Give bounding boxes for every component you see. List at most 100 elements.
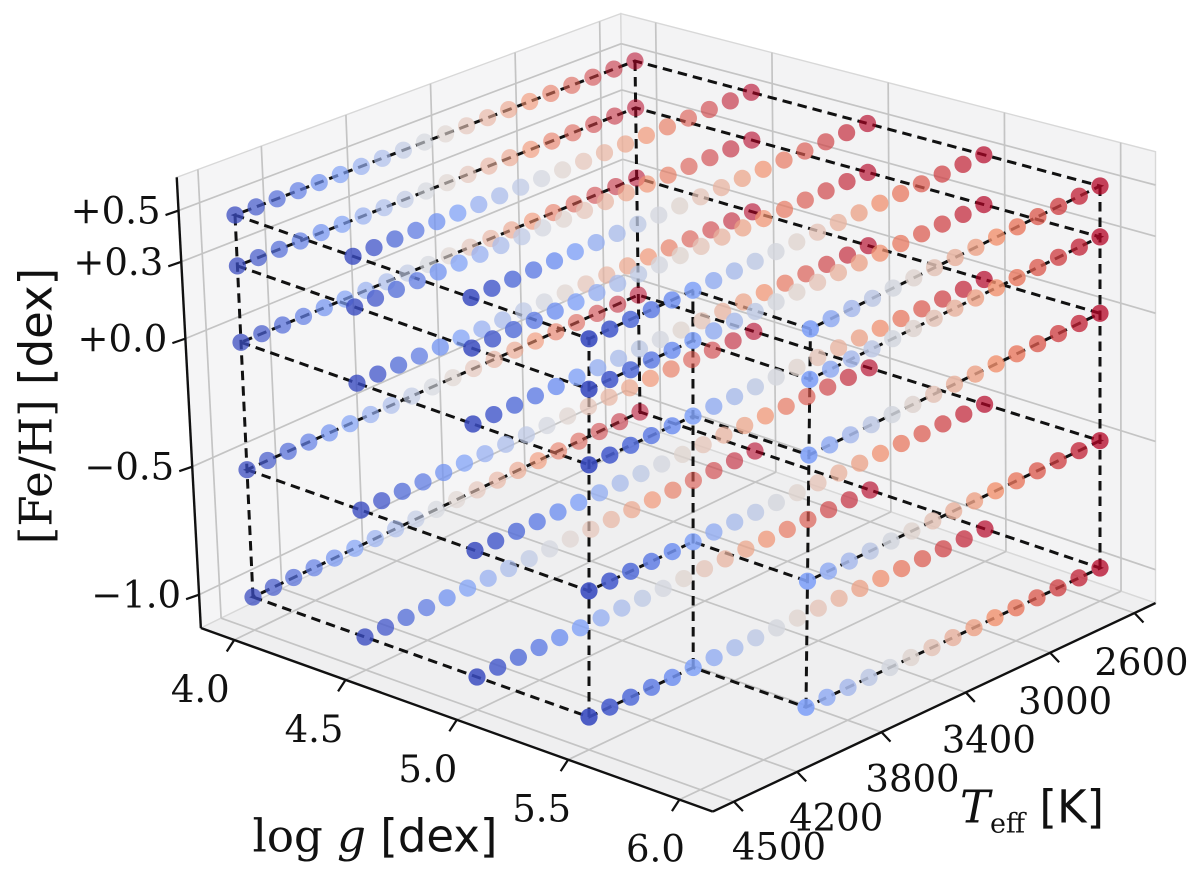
scatter-point: [590, 484, 609, 502]
z-axis-label: [Fe/H] [dex]: [10, 268, 63, 544]
scatter-point: [356, 628, 374, 646]
scatter-point: [605, 60, 623, 78]
scatter-point: [716, 550, 734, 568]
scatter-point: [863, 340, 881, 358]
scatter-point: [582, 520, 600, 538]
scatter-point: [253, 325, 271, 343]
y-tick-label: 2600: [1094, 641, 1188, 684]
scatter-point: [526, 387, 545, 405]
scatter-point: [408, 272, 426, 290]
scatter-point: [840, 491, 858, 509]
scatter-point: [609, 274, 627, 292]
scatter-point: [497, 435, 515, 453]
scatter-point: [734, 293, 753, 311]
scatter-point: [850, 329, 869, 347]
scatter-point: [611, 413, 629, 431]
scatter-point: [1091, 304, 1109, 322]
scatter-point: [500, 559, 518, 578]
scatter-point: [601, 572, 619, 590]
scatter-point: [428, 213, 446, 231]
scatter-point: [373, 149, 391, 167]
scatter-point: [882, 532, 900, 550]
scatter-point: [746, 442, 764, 460]
scatter-point: [684, 533, 702, 551]
y-axis-tick: [1049, 651, 1060, 663]
y-axis-tick: [796, 771, 807, 783]
z-axis-tick: [172, 337, 186, 345]
scatter-point: [504, 270, 522, 288]
scatter-point: [344, 247, 362, 265]
scatter-point: [745, 322, 763, 340]
gridline-logg-rightwall: [654, 22, 662, 433]
scatter-point: [438, 589, 456, 607]
scatter-point: [747, 629, 765, 647]
scatter-point: [746, 252, 764, 270]
scatter-point: [905, 269, 923, 287]
scatter-point: [622, 688, 640, 706]
scatter-point: [767, 368, 785, 386]
scatter-point: [755, 284, 773, 302]
y-axis-label: Teff [K]: [960, 781, 1104, 840]
scatter-point: [325, 549, 344, 567]
scatter-point: [818, 688, 836, 706]
scatter-point: [859, 163, 877, 181]
scatter-point: [800, 446, 818, 464]
scatter-point: [387, 520, 405, 538]
grid-outline-vertical-edge: [233, 214, 255, 598]
scatter-point: [382, 396, 400, 414]
y-axis-label-unit: [K]: [1025, 780, 1105, 834]
scatter-point: [601, 320, 619, 338]
scatter-point: [946, 248, 964, 267]
scatter-point: [817, 133, 835, 151]
scatter-point: [310, 174, 328, 192]
scatter-point: [641, 369, 660, 387]
scatter-point: [547, 323, 565, 341]
scatter-point: [631, 403, 649, 421]
scatter-point: [726, 513, 744, 531]
scatter-point: [673, 445, 692, 463]
z-axis-tick: [178, 465, 193, 473]
scatter-point: [925, 385, 943, 403]
scatter-point: [746, 302, 764, 321]
scatter-point: [796, 191, 814, 209]
scatter-point: [415, 133, 434, 151]
scatter-point: [726, 388, 744, 406]
gridline-logg-bottom: [456, 511, 892, 721]
scatter-point: [1008, 218, 1026, 236]
scatter-point: [600, 388, 618, 406]
scatter-point: [268, 190, 286, 208]
scatter-point: [366, 289, 385, 307]
scatter-point: [987, 355, 1005, 373]
scatter-point: [902, 648, 920, 667]
scatter-point: [580, 380, 598, 398]
scatter-point: [1050, 197, 1068, 215]
y-tick-label: 3800: [865, 758, 959, 801]
scatter-point: [418, 599, 436, 617]
scatter-point: [521, 92, 539, 111]
scatter-point: [871, 319, 889, 337]
gridline-teff-leftwall: [260, 146, 283, 589]
scatter-point: [843, 299, 861, 318]
scatter-point: [525, 311, 543, 329]
scatter-point: [829, 264, 848, 282]
scatter-point: [427, 500, 445, 518]
scatter-point: [305, 559, 323, 577]
scatter-point: [756, 407, 775, 425]
scatter-point: [986, 609, 1004, 627]
scatter-point: [1008, 345, 1026, 363]
scatter-point: [244, 588, 262, 606]
scatter-point: [458, 117, 476, 135]
scatter-point: [725, 262, 744, 280]
scatter-point: [881, 658, 899, 677]
scatter-point: [584, 68, 602, 86]
scatter-point: [672, 321, 690, 339]
scatter-point: [933, 165, 951, 183]
scatter-point: [630, 340, 649, 358]
scatter-point: [788, 358, 806, 376]
scatter-point: [630, 265, 648, 283]
scatter-point: [653, 455, 671, 473]
scatter-point: [715, 426, 733, 444]
z-axis-spine: [175, 177, 203, 629]
scatter-point: [767, 493, 786, 512]
gridline-teff-leftwall: [598, 21, 607, 431]
